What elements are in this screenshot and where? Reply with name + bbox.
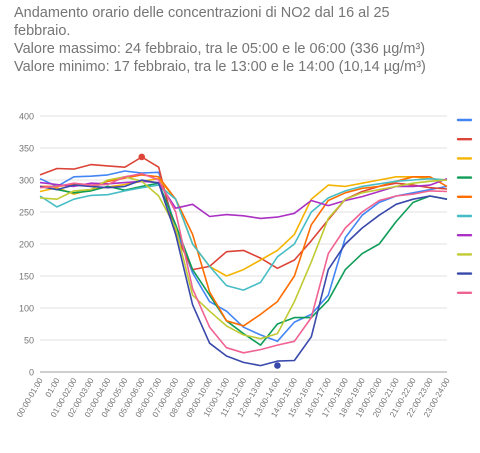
y-tick-label: 350 — [19, 144, 34, 154]
y-tick-label: 300 — [19, 176, 34, 186]
series-line-9 — [39, 179, 448, 367]
series-line-4 — [39, 182, 448, 346]
max-point — [138, 153, 146, 161]
y-tick-label: 100 — [19, 304, 34, 314]
y-tick-label: 250 — [19, 208, 34, 218]
series-line-3 — [39, 176, 448, 277]
y-tick-label: 150 — [19, 272, 34, 282]
chart-title-line-4: Valore minimo: 17 febbraio, tra le 13:00… — [14, 59, 426, 75]
chart-title: Andamento orario delle concentrazioni di… — [14, 4, 476, 76]
series-line-8 — [39, 176, 448, 340]
series-line-6 — [39, 177, 448, 291]
y-tick-label: 0 — [29, 368, 34, 378]
chart-title-line-2: febbraio. — [14, 23, 71, 39]
series-line-2 — [39, 156, 448, 271]
series-line-5 — [40, 174, 448, 327]
min-point — [274, 362, 281, 369]
x-tick-label: 00:00-01:00 — [15, 376, 45, 419]
series-line-10 — [39, 172, 448, 354]
chart-title-line-3: Valore massimo: 24 febbraio, tra le 05:0… — [14, 41, 426, 57]
y-tick-label: 50 — [24, 336, 34, 346]
series-line-1 — [39, 170, 448, 343]
y-tick-label: 200 — [19, 240, 34, 250]
chart-title-line-1: Andamento orario delle concentrazioni di… — [14, 5, 390, 21]
y-tick-label: 400 — [19, 112, 34, 122]
